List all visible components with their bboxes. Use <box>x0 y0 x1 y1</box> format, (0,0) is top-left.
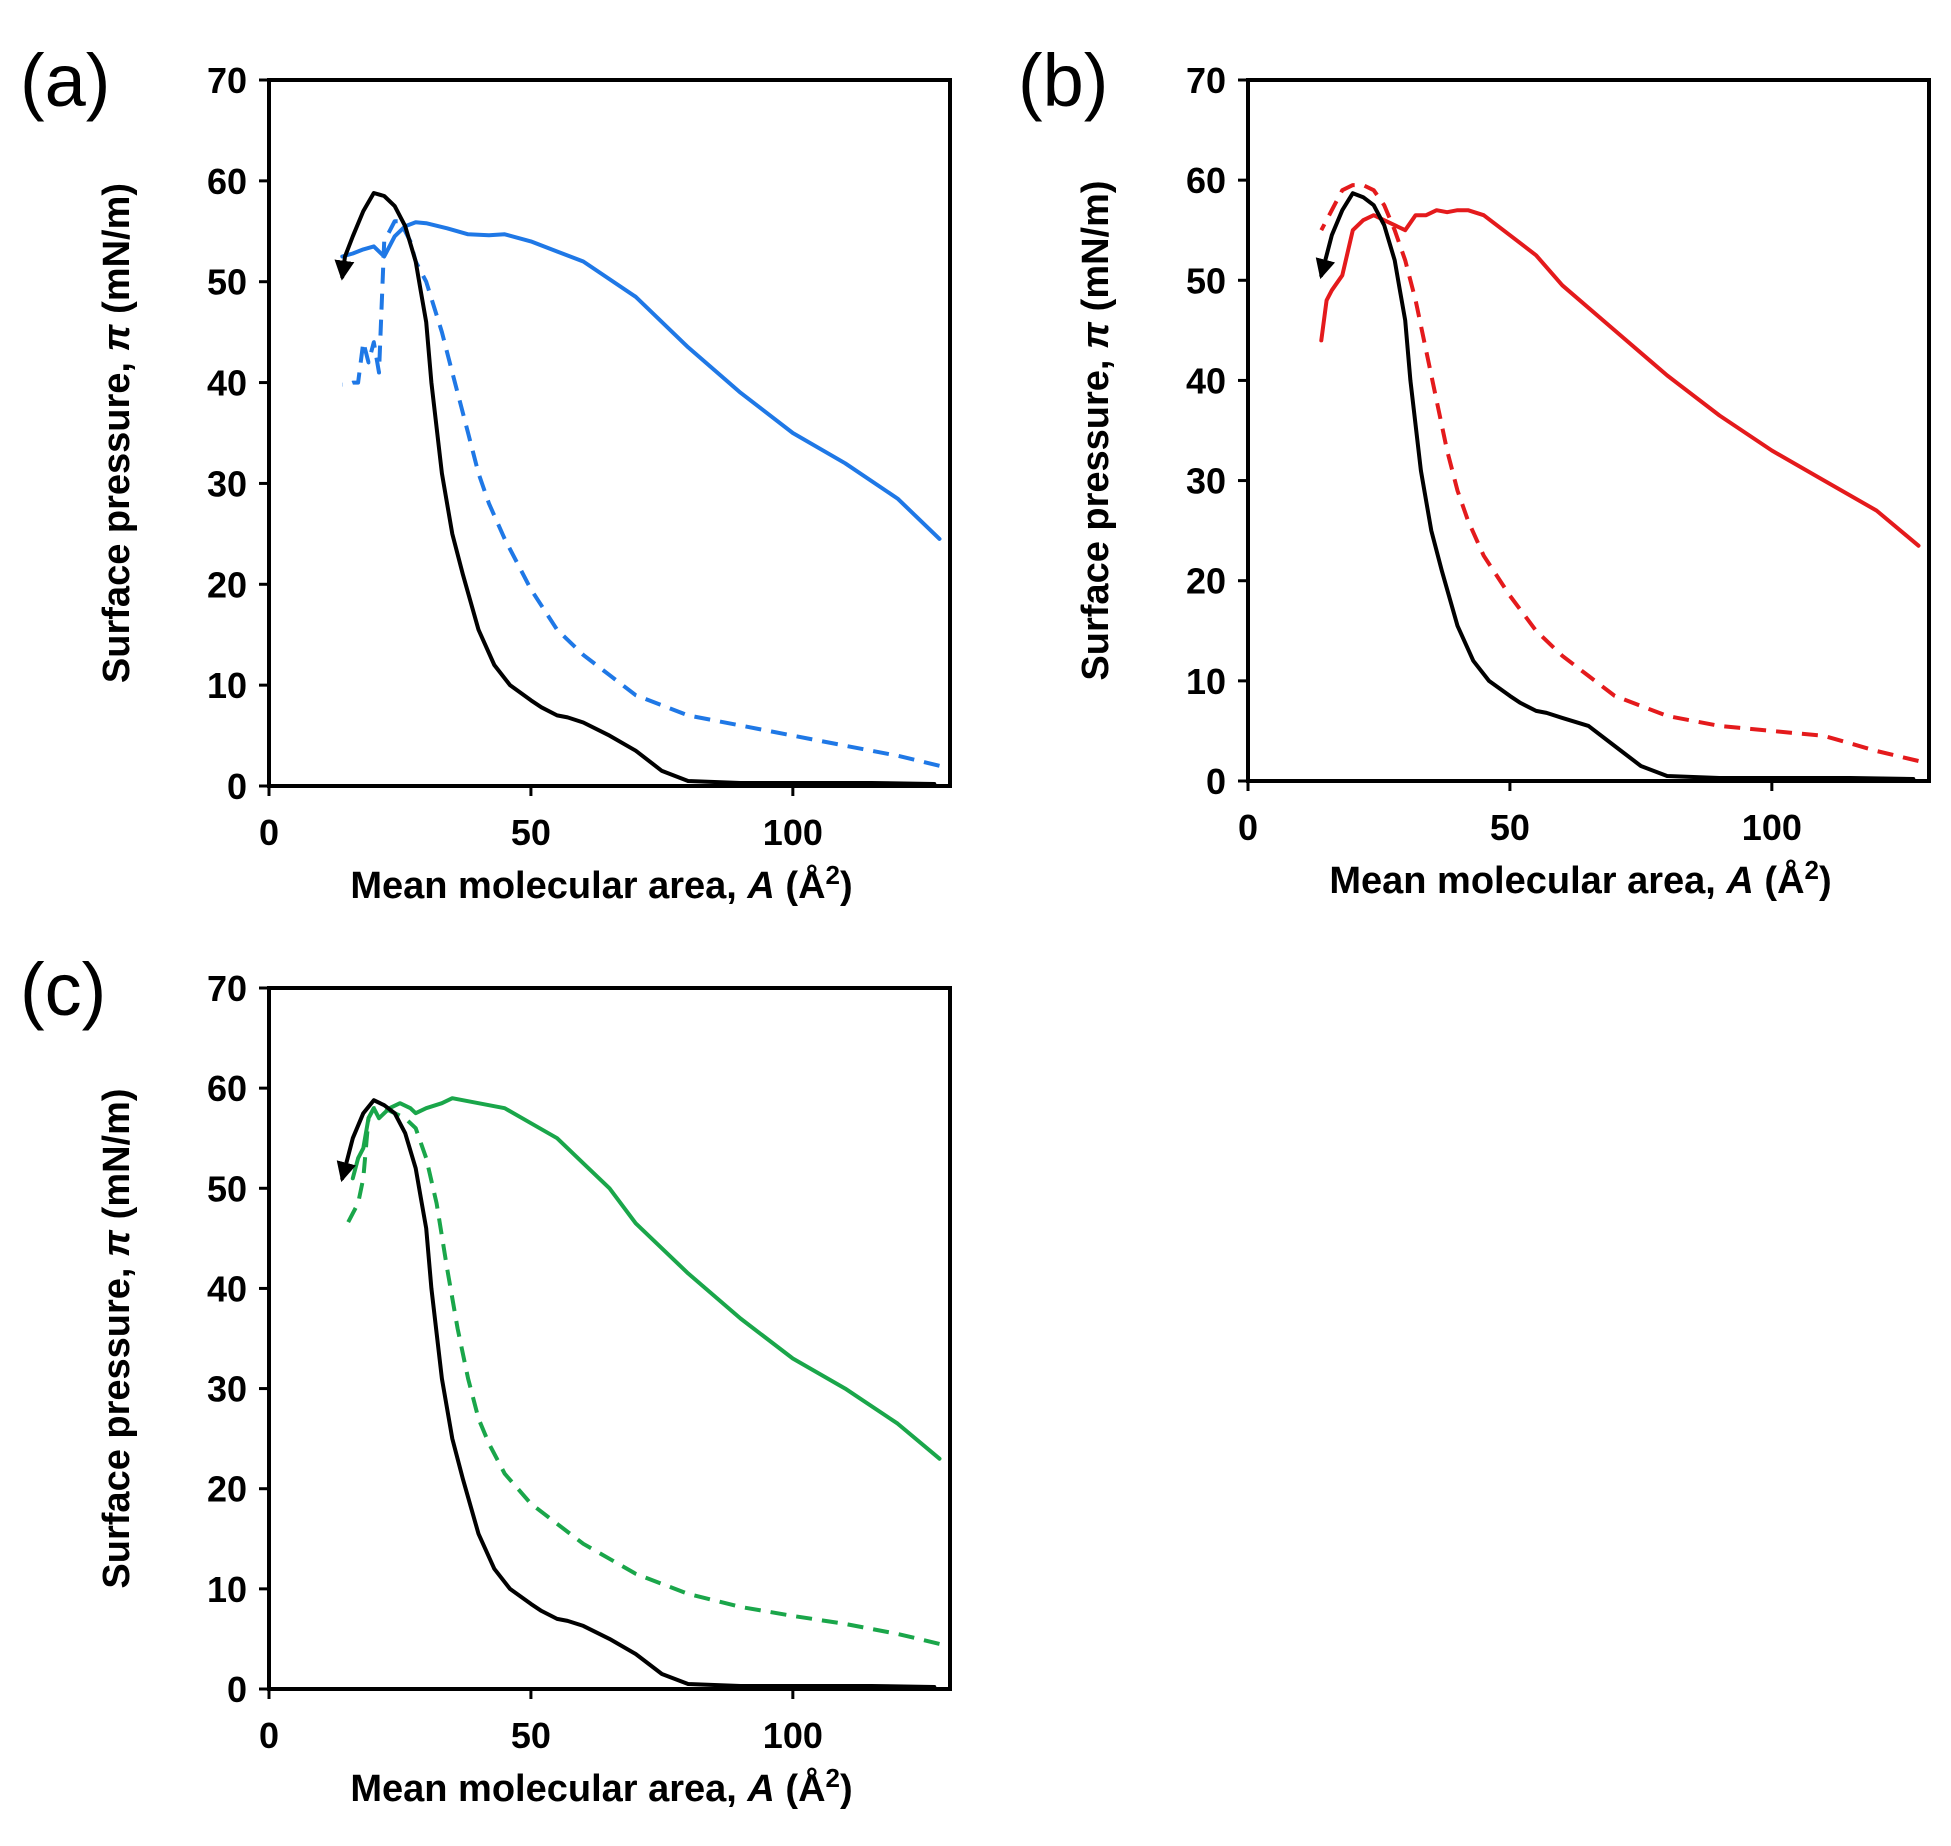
y-tick-label: 0 <box>1206 761 1226 802</box>
x-axis-title-sup: 2 <box>826 860 840 890</box>
plot-frame <box>267 986 952 1691</box>
panel-b: (b) 0 10 20 30 40 50 60 70 0 50 100 Mean molecular a… <box>1018 39 1931 902</box>
y-tick-label: 50 <box>1186 260 1226 301</box>
x-tick-label: 0 <box>259 812 279 853</box>
x-axis-title: Mean molecular area, A (Å2) <box>350 860 852 907</box>
y-tick-label: 0 <box>227 1669 247 1710</box>
y-tick-label: 40 <box>207 1268 247 1309</box>
x-axis-title-unit: (Å <box>775 863 826 907</box>
series-group <box>336 1096 942 1689</box>
y-tick-label: 20 <box>207 564 247 605</box>
x-axis-title-sup: 2 <box>826 1763 840 1793</box>
series-line-3-solid <box>1315 191 1916 781</box>
y-tick-label: 20 <box>207 1469 247 1510</box>
y-tick-label: 60 <box>1186 160 1226 201</box>
y-axis-title-unit: (mN/m) <box>1075 180 1117 321</box>
y-tick-label: 50 <box>207 1168 247 1209</box>
y-axis-title: Surface pressure, π (mN/m) <box>96 1088 138 1588</box>
x-axis-title-main: Mean molecular area, <box>350 1768 747 1810</box>
x-axis-title-var: A <box>746 865 774 907</box>
x-tick-label: 50 <box>1490 807 1530 848</box>
panel-c: (c) 0 10 20 30 40 50 60 70 0 50 100 Mean molecular a… <box>20 948 952 1810</box>
y-tick-label: 40 <box>207 363 247 404</box>
x-axis-title-unit-close: ) <box>1819 860 1832 902</box>
y-axis-title-var: π <box>1075 321 1117 349</box>
series-line-3-solid <box>334 191 937 786</box>
y-tick-label: 30 <box>1186 461 1226 502</box>
panel-label: (a) <box>20 39 110 122</box>
y-tick-label: 10 <box>207 1569 247 1610</box>
plot-frame <box>267 78 952 788</box>
y-axis-title-unit: (mN/m) <box>96 1088 138 1229</box>
y-axis: 0 10 20 30 40 50 60 70 <box>207 968 269 1710</box>
series-line-1-solid <box>340 220 942 541</box>
y-tick-label: 70 <box>207 60 247 101</box>
x-axis-title-unit-close: ) <box>840 1768 853 1810</box>
x-axis-title-unit-close: ) <box>840 865 853 907</box>
x-tick-label: 50 <box>511 1715 551 1756</box>
y-tick-label: 10 <box>1186 661 1226 702</box>
y-tick-label: 60 <box>207 161 247 202</box>
y-axis-title-var: π <box>96 323 138 351</box>
x-axis-title-unit: (Å <box>1754 858 1805 902</box>
series-line-2-dashed <box>1319 183 1919 763</box>
x-axis: 0 50 100 <box>1238 781 1802 848</box>
y-axis: 0 10 20 30 40 50 60 70 <box>1186 60 1248 802</box>
x-axis-title-var: A <box>1725 860 1753 902</box>
x-tick-label: 0 <box>259 1715 279 1756</box>
x-axis: 0 50 100 <box>259 1689 823 1756</box>
x-axis-title: Mean molecular area, A (Å2) <box>1329 855 1831 902</box>
y-tick-label: 50 <box>207 262 247 303</box>
y-tick-label: 0 <box>227 766 247 807</box>
y-tick-label: 10 <box>207 665 247 706</box>
y-axis-title-main: Surface pressure, <box>96 1257 138 1589</box>
panel-a: (a) 0 10 20 30 40 50 60 70 0 50 100 Mean molecular a… <box>20 39 952 907</box>
y-tick-label: 30 <box>207 1369 247 1410</box>
y-axis-title-main: Surface pressure, <box>1075 349 1117 681</box>
series-line-1-solid <box>350 1096 942 1461</box>
y-axis: 0 10 20 30 40 50 60 70 <box>207 60 269 807</box>
y-tick-label: 30 <box>207 463 247 504</box>
panel-label: (b) <box>1018 39 1108 122</box>
y-axis-title: Surface pressure, π (mN/m) <box>1075 180 1117 680</box>
x-tick-label: 0 <box>1238 807 1258 848</box>
x-axis-title-unit: (Å <box>775 1766 826 1810</box>
plot-frame <box>1246 78 1931 783</box>
panel-label: (c) <box>20 948 106 1031</box>
y-axis-title-unit: (mN/m) <box>96 183 138 324</box>
x-tick-label: 50 <box>511 812 551 853</box>
y-tick-label: 70 <box>1186 60 1226 101</box>
x-axis-title: Mean molecular area, A (Å2) <box>350 1763 852 1810</box>
y-axis-title-var: π <box>96 1229 138 1257</box>
series-line-2-dashed <box>342 1106 940 1646</box>
y-axis-title-main: Surface pressure, <box>96 351 138 683</box>
series-group <box>1315 183 1921 781</box>
y-tick-label: 20 <box>1186 561 1226 602</box>
y-tick-label: 70 <box>207 968 247 1009</box>
y-tick-label: 60 <box>207 1068 247 1109</box>
x-axis-title-sup: 2 <box>1805 855 1819 885</box>
y-tick-label: 40 <box>1186 360 1226 401</box>
x-axis-title-main: Mean molecular area, <box>1329 860 1726 902</box>
x-axis-title-main: Mean molecular area, <box>350 865 747 907</box>
series-line-2-dashed <box>342 219 940 768</box>
series-group <box>334 191 942 786</box>
x-tick-label: 100 <box>763 1715 823 1756</box>
x-tick-label: 100 <box>1742 807 1802 848</box>
series-line-3-solid <box>336 1098 937 1689</box>
y-axis-title: Surface pressure, π (mN/m) <box>96 183 138 683</box>
x-axis-title-var: A <box>746 1768 774 1810</box>
series-line-1-solid <box>1319 208 1921 548</box>
x-tick-label: 100 <box>763 812 823 853</box>
x-axis: 0 50 100 <box>259 786 823 853</box>
